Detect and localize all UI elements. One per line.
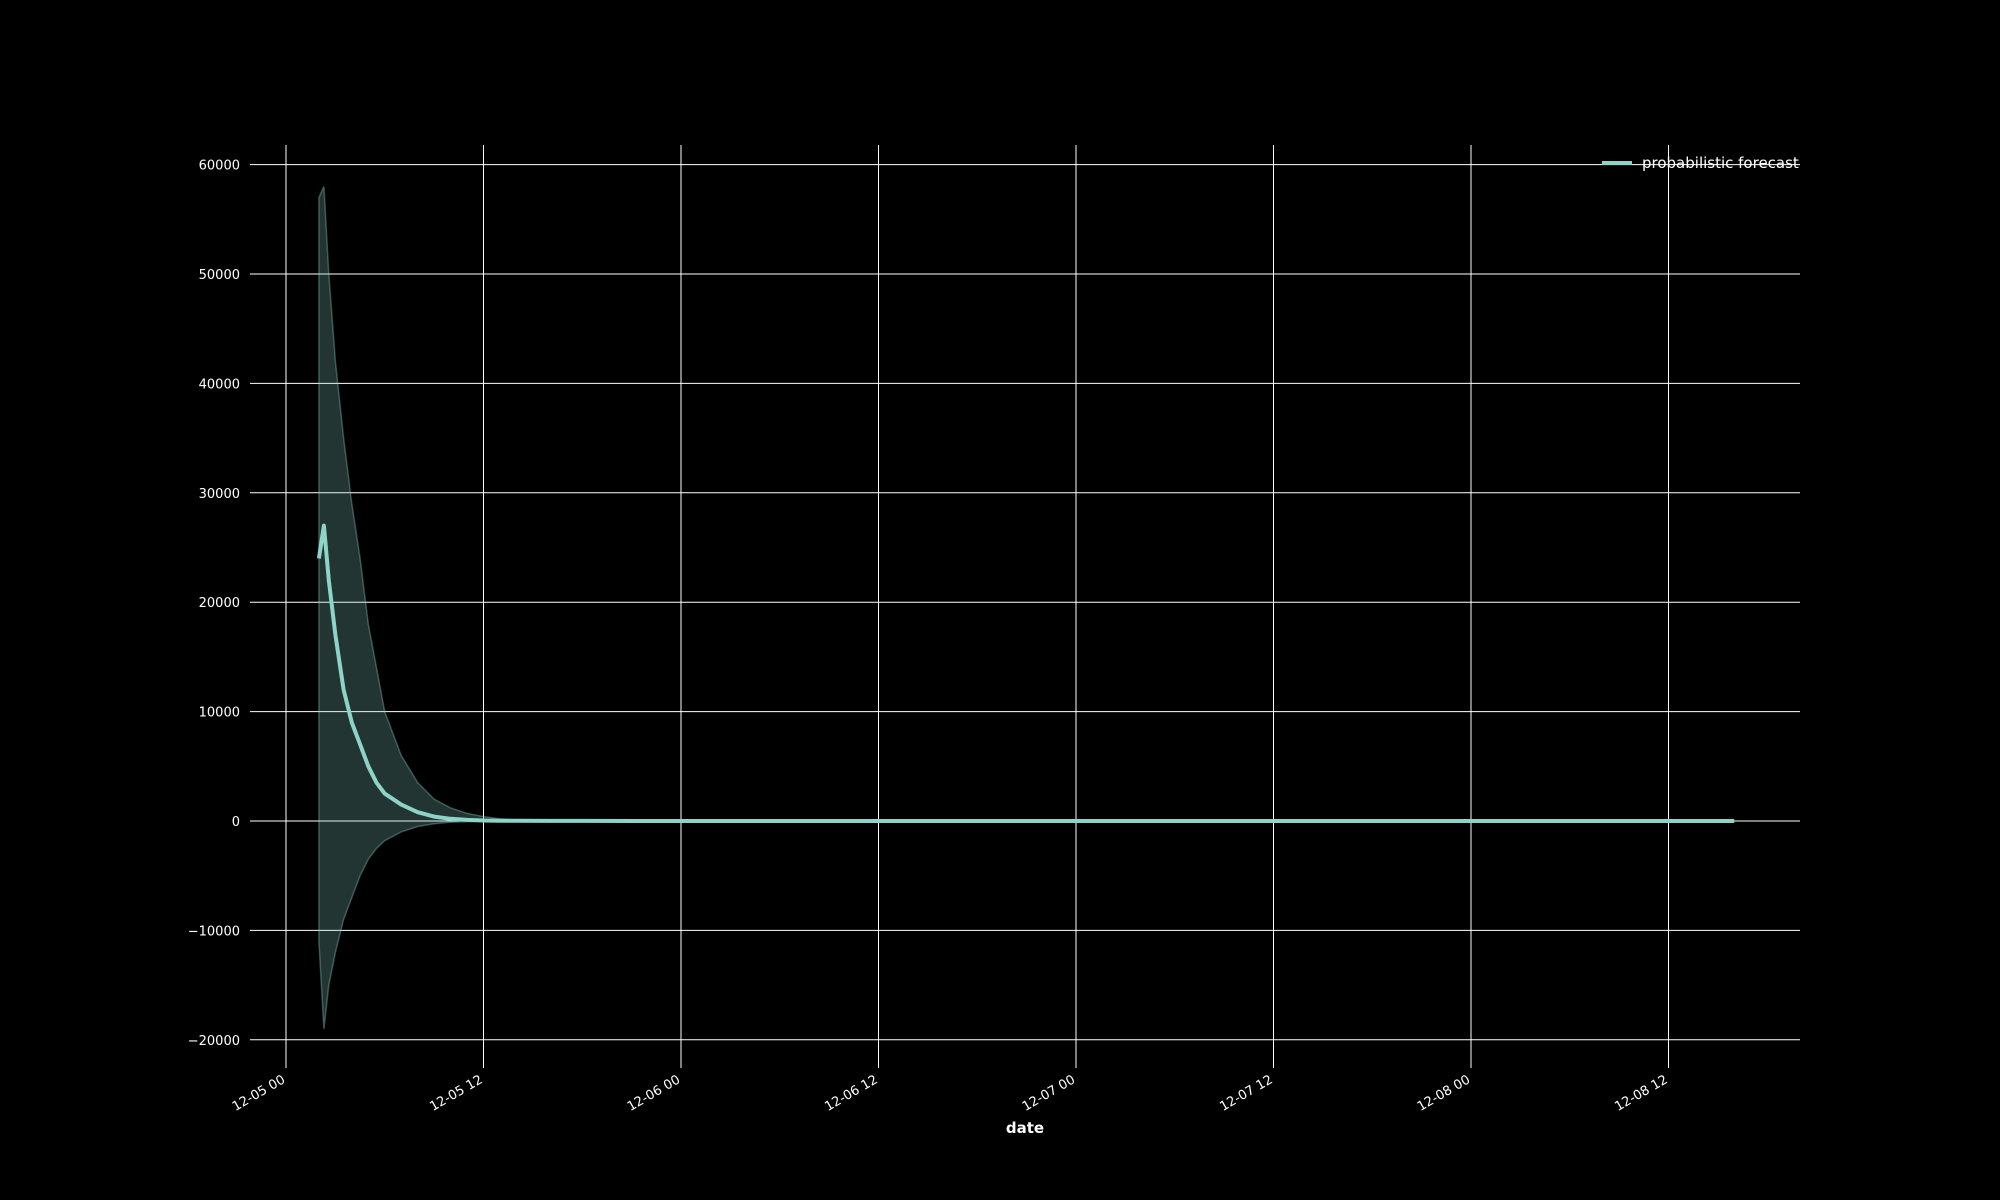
x-axis-title: date <box>1006 1119 1044 1137</box>
x-tick-label: 12-07 00 <box>1020 1072 1078 1114</box>
confidence-band <box>318 186 1735 1029</box>
legend-label: probabilistic forecast <box>1642 154 1799 172</box>
grid <box>250 145 1800 1068</box>
legend[interactable]: probabilistic forecast <box>1602 154 1799 172</box>
x-tick-label: 12-06 12 <box>822 1072 880 1114</box>
y-tick-label: −20000 <box>188 1034 240 1049</box>
series-lines <box>316 523 1735 823</box>
x-tick-label: 12-05 12 <box>427 1072 485 1114</box>
y-tick-label: 20000 <box>199 596 240 611</box>
forecast-interval-band <box>318 186 1735 1029</box>
x-tick-label: 12-08 00 <box>1415 1072 1473 1114</box>
y-tick-label: 0 <box>232 815 240 830</box>
x-tick-label: 12-05 00 <box>230 1072 288 1114</box>
x-tick-label: 12-07 12 <box>1217 1072 1275 1114</box>
x-tick-label: 12-06 00 <box>625 1072 683 1114</box>
y-tick-label: 30000 <box>199 487 240 502</box>
y-tick-label: 10000 <box>199 706 240 721</box>
x-tick-labels: 12-05 00 12-05 12 12-06 00 12-06 12 12-07 00… <box>230 1072 1671 1114</box>
x-tick-label: 12-08 12 <box>1612 1072 1670 1114</box>
median-forecast-line <box>316 523 1735 823</box>
y-tick-label: 50000 <box>199 268 240 283</box>
y-tick-label: 60000 <box>199 159 240 174</box>
y-tick-label: −10000 <box>188 924 240 939</box>
y-tick-label: 40000 <box>199 377 240 392</box>
y-tick-labels: −20000 −10000 0 10000 20000 30000 40000 50000 60… <box>188 159 240 1049</box>
